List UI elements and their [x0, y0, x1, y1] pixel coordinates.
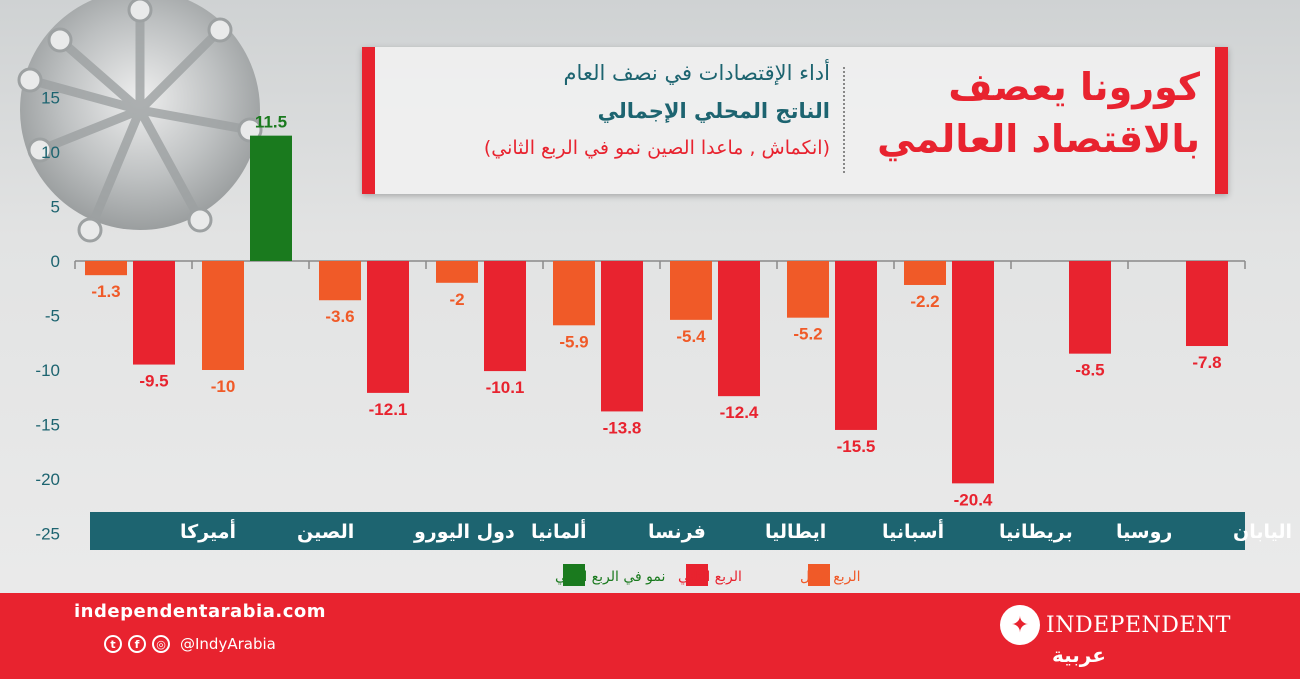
bar-value-label: -2	[449, 290, 464, 309]
social-links: t f ◎ @IndyArabia	[104, 633, 276, 655]
bar-q1	[787, 261, 829, 318]
bar-value-label: -9.5	[139, 372, 168, 391]
subtitle-note: (انكماش , ماعدا الصين نمو في الربع الثان…	[483, 137, 830, 159]
bar-q1	[85, 261, 127, 276]
y-tick-label: 0	[51, 252, 60, 271]
instagram-icon[interactable]: ◎	[152, 635, 170, 653]
bar-value-label: -3.6	[325, 307, 354, 326]
title-accent-right	[1215, 47, 1228, 194]
y-tick-label: -5	[45, 307, 60, 326]
bar-value-label: -7.8	[1192, 353, 1221, 372]
legend-label: نمو في الربع الثاني	[555, 569, 665, 585]
bar-value-label: -5.2	[793, 325, 822, 344]
category-label: فرنسا	[648, 521, 706, 543]
social-handle: @IndyArabia	[180, 635, 276, 653]
eagle-logo-icon: ✦	[1000, 605, 1040, 645]
category-label: ألمانيا	[531, 519, 587, 543]
bar-q2	[601, 261, 643, 412]
bar-value-label: 11.5	[255, 113, 287, 132]
twitter-icon[interactable]: t	[104, 635, 122, 653]
bar-q2	[835, 261, 877, 430]
bar-value-label: -5.9	[559, 332, 588, 351]
brand-logo-block: ✦ INDEPENDENT عربية	[1000, 603, 1240, 673]
subtitle-gdp: الناتج المحلي الإجمالي	[597, 99, 830, 123]
legend-swatch	[808, 564, 830, 586]
legend-swatch	[686, 564, 708, 586]
bar-value-label: -10.1	[486, 378, 525, 397]
subtitle-performance: أداء الإقتصادات في نصف العام	[563, 61, 830, 85]
category-label: الصين	[297, 521, 354, 543]
y-tick-label: 10	[41, 143, 60, 162]
title-panel: كورونا يعصف بالاقتصاد العالمي أداء الإقت…	[362, 47, 1228, 194]
category-label: دول اليورو	[413, 521, 515, 543]
y-tick-label: 5	[51, 198, 60, 217]
bar-value-label: -12.4	[720, 403, 759, 422]
bar-value-label: -2.2	[910, 292, 939, 311]
virus-background-illustration	[17, 0, 263, 243]
title-divider	[843, 67, 845, 173]
legend-swatch	[563, 564, 585, 586]
bar-value-label: -13.8	[603, 418, 642, 437]
bar-q2	[718, 261, 760, 397]
legend-label: الربع الأول	[800, 567, 860, 585]
category-label: روسيا	[1116, 521, 1172, 543]
category-axis-band	[90, 512, 1245, 550]
bar-q1	[319, 261, 361, 301]
bar-q2	[1069, 261, 1111, 354]
category-label: أميركا	[180, 519, 236, 543]
footer-bar: independentarabia.com t f ◎ @IndyArabia …	[0, 593, 1300, 679]
bar-q2	[367, 261, 409, 393]
bar-q1	[670, 261, 712, 320]
bar-q2	[133, 261, 175, 365]
bar-q2	[250, 135, 292, 261]
y-tick-label: -20	[35, 470, 60, 489]
brand-subtitle: عربية	[1052, 643, 1106, 667]
brand-name: INDEPENDENT	[1046, 613, 1231, 638]
bar-q1	[904, 261, 946, 285]
bar-value-label: -10	[211, 377, 236, 396]
main-title: كورونا يعصف بالاقتصاد العالمي	[877, 65, 1200, 161]
legend-label: الربع الثاني	[678, 569, 742, 585]
bar-q2	[1186, 261, 1228, 347]
bar-q2	[484, 261, 526, 372]
bar-value-label: -15.5	[837, 437, 876, 456]
y-tick-label: -15	[35, 416, 60, 435]
y-tick-label: -10	[35, 361, 60, 380]
category-label: اليابان	[1233, 521, 1292, 543]
gdp-bar-chart: 15 10 5 0 -5 -10 -15 -20 -25 -1.3 -9.5 -10 11.5 -3.6 -…	[35, 88, 1292, 586]
category-label: ايطاليا	[765, 521, 826, 543]
title-accent-left	[362, 47, 375, 194]
y-tick-label: -25	[35, 525, 60, 544]
bar-q1	[202, 261, 244, 370]
bar-q1	[553, 261, 595, 326]
bar-q1	[436, 261, 478, 283]
bar-value-label: -1.3	[91, 282, 120, 301]
bar-value-label: -20.4	[954, 490, 993, 509]
facebook-icon[interactable]: f	[128, 635, 146, 653]
bar-value-label: -5.4	[676, 327, 706, 346]
category-label: بريطانيا	[999, 521, 1073, 543]
category-label: أسبانيا	[882, 519, 944, 543]
bar-value-label: -8.5	[1075, 361, 1104, 380]
bar-value-label: -12.1	[369, 400, 408, 419]
bar-q2	[952, 261, 994, 484]
y-tick-label: 15	[41, 89, 60, 108]
website-link[interactable]: independentarabia.com	[74, 601, 326, 622]
